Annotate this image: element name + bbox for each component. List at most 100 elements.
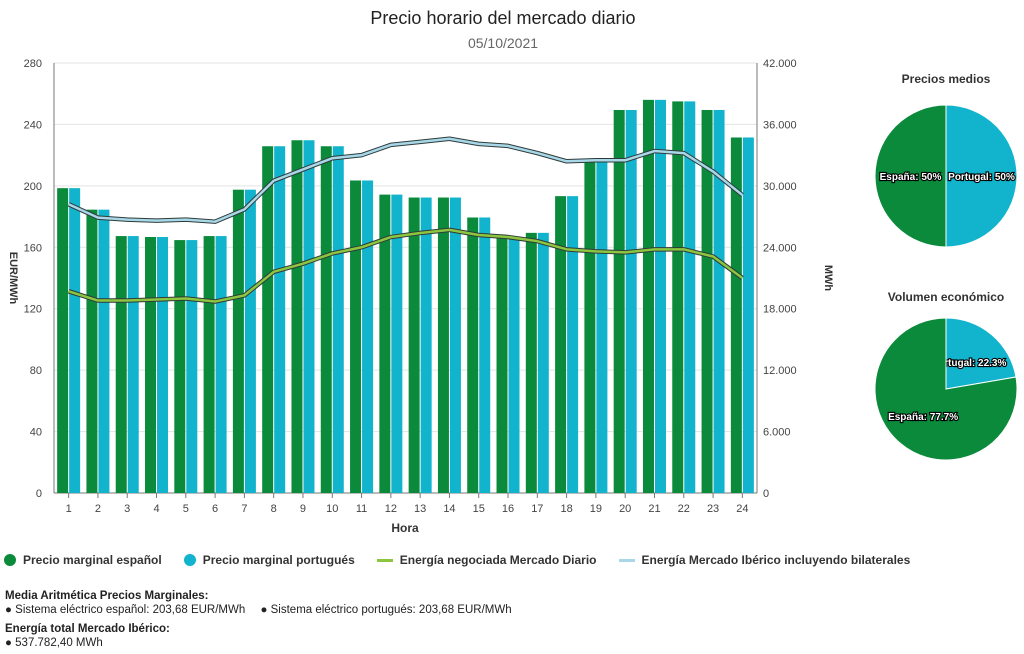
y-right-tick-label: 42.000 — [763, 58, 797, 70]
total-energy: 537.782,40 MWh — [15, 637, 103, 649]
bullet: ● — [5, 637, 12, 649]
x-tick-label: 3 — [124, 503, 130, 515]
bar-precio-portugues[interactable] — [449, 197, 461, 493]
bar-precio-espanol[interactable] — [262, 146, 274, 493]
bar-precio-espanol[interactable] — [379, 194, 391, 493]
bar-precio-portugues[interactable] — [684, 101, 696, 494]
bar-precio-portugues[interactable] — [157, 236, 169, 493]
series-line-energia-diario[interactable] — [68, 228, 744, 303]
bar-precio-portugues[interactable] — [420, 197, 432, 493]
bar-precio-espanol[interactable] — [232, 189, 244, 494]
series-line-energia-iberico[interactable] — [68, 137, 744, 223]
legend-marker — [4, 554, 16, 566]
bar-precio-espanol[interactable] — [350, 180, 362, 493]
y-left-tick-label: 200 — [24, 181, 42, 193]
total-energy-title: Energía total Mercado Ibérico: — [5, 623, 170, 635]
bar-precio-espanol[interactable] — [437, 197, 449, 493]
y-right-tick-label: 30.000 — [763, 181, 797, 193]
bar-precio-portugues[interactable] — [274, 146, 286, 493]
x-tick-label: 23 — [707, 503, 719, 515]
legend-item-precio-espanol[interactable]: Precio marginal español — [4, 553, 162, 567]
bar-precio-portugues[interactable] — [537, 232, 549, 493]
bar-precio-portugues[interactable] — [713, 109, 725, 493]
bar-precio-espanol[interactable] — [86, 209, 98, 494]
x-tick-label: 24 — [736, 503, 748, 515]
x-tick-label: 6 — [212, 503, 218, 515]
bar-precio-espanol[interactable] — [730, 137, 742, 493]
y-right-tick-label: 36.000 — [763, 119, 797, 131]
x-tick-label: 13 — [414, 503, 426, 515]
bar-precio-espanol[interactable] — [115, 236, 127, 493]
chart-subtitle: 05/10/2021 — [468, 35, 538, 51]
bar-precio-espanol[interactable] — [203, 236, 215, 493]
y-right-tick-label: 0 — [763, 488, 769, 500]
bar-precio-portugues[interactable] — [215, 236, 227, 493]
bar-precio-portugues[interactable] — [567, 196, 579, 493]
x-tick-label: 5 — [183, 503, 189, 515]
pie-slice[interactable] — [874, 104, 947, 248]
bar-precio-portugues[interactable] — [654, 99, 666, 493]
bar-precio-espanol[interactable] — [145, 236, 157, 493]
x-tick-label: 14 — [443, 503, 455, 515]
bar-precio-espanol[interactable] — [555, 196, 567, 493]
y-left-tick-label: 40 — [30, 427, 42, 439]
bar-precio-espanol[interactable] — [642, 99, 654, 493]
pie-slice[interactable] — [945, 317, 1017, 390]
legend-marker — [618, 558, 635, 562]
pie-slice[interactable] — [945, 104, 1018, 248]
y-right-tick-label: 6.000 — [763, 427, 791, 439]
x-tick-label: 8 — [271, 503, 277, 515]
x-tick-label: 15 — [473, 503, 485, 515]
bar-precio-portugues[interactable] — [362, 180, 374, 493]
bar-precio-espanol[interactable] — [57, 188, 69, 494]
bar-precio-portugues[interactable] — [479, 217, 491, 493]
bar-precio-espanol[interactable] — [613, 109, 625, 493]
bar-precio-portugues[interactable] — [69, 188, 81, 494]
bar-precio-portugues[interactable] — [596, 159, 608, 493]
bar-precio-portugues[interactable] — [625, 109, 637, 493]
bar-precio-espanol[interactable] — [467, 217, 479, 493]
legend-item-energia-iberico[interactable]: Energía Mercado Ibérico incluyendo bilat… — [618, 553, 910, 567]
bar-precio-portugues[interactable] — [98, 209, 110, 494]
bar-precio-portugues[interactable] — [391, 194, 403, 493]
pie-slice-label: España: 77.7% — [888, 412, 958, 423]
bar-precio-espanol[interactable] — [701, 109, 713, 493]
bar-precio-espanol[interactable] — [525, 232, 537, 493]
legend-item-energia-diario[interactable]: Energía negociada Mercado Diario — [376, 553, 597, 567]
bar-precio-espanol[interactable] — [174, 240, 186, 493]
avg-price-pt: Sistema eléctrico portugués: 203,68 EUR/… — [270, 604, 512, 616]
y-right-tick-label: 18.000 — [763, 304, 797, 316]
y-right-tick-label: 24.000 — [763, 242, 797, 254]
y-left-tick-label: 160 — [24, 242, 42, 254]
x-tick-label: 1 — [66, 503, 72, 515]
x-tick-label: 16 — [502, 503, 514, 515]
bar-precio-portugues[interactable] — [244, 189, 256, 494]
bar-precio-espanol[interactable] — [584, 159, 596, 493]
chart-legend: Precio marginal español Precio marginal … — [4, 553, 932, 567]
bar-precio-espanol[interactable] — [291, 140, 303, 493]
bar-precio-portugues[interactable] — [186, 240, 198, 493]
bar-precio-espanol[interactable] — [408, 197, 420, 493]
bar-precio-espanol[interactable] — [320, 146, 332, 493]
y-right-tick-label: 12.000 — [763, 365, 797, 377]
legend-label: Precio marginal portugués — [202, 553, 355, 567]
x-tick-label: 2 — [95, 503, 101, 515]
pie-title-precios-medios: Precios medios — [902, 72, 991, 86]
legend-item-precio-portugues[interactable]: Precio marginal portugués — [183, 553, 355, 567]
bar-precio-portugues[interactable] — [742, 137, 754, 493]
avg-price-es: Sistema eléctrico español: 203,68 EUR/MW… — [15, 604, 246, 616]
total-energy-value: ● 537.782,40 MWh — [5, 637, 103, 649]
bar-precio-espanol[interactable] — [496, 236, 508, 494]
y-left-tick-label: 120 — [24, 304, 42, 316]
chart-title: Precio horario del mercado diario — [370, 8, 635, 28]
pie-slice[interactable] — [874, 317, 1018, 461]
bar-precio-portugues[interactable] — [508, 236, 520, 494]
y-left-tick-label: 80 — [30, 365, 42, 377]
bar-precio-portugues[interactable] — [303, 140, 315, 493]
bar-precio-portugues[interactable] — [127, 236, 139, 493]
left-axis-title: EUR/MWh — [7, 252, 19, 305]
x-tick-label: 7 — [241, 503, 247, 515]
bar-precio-portugues[interactable] — [332, 146, 344, 493]
bar-precio-espanol[interactable] — [672, 101, 684, 494]
